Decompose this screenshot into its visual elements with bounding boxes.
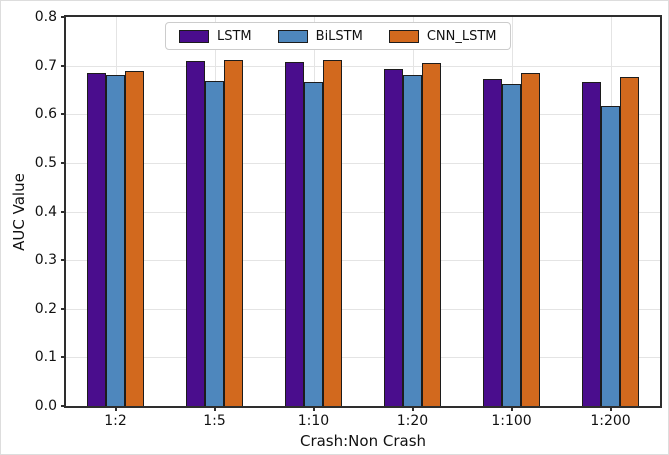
bar-cnn_lstm-1-100 bbox=[521, 73, 540, 406]
y-gridline bbox=[66, 211, 660, 213]
x-tick-label: 1:5 bbox=[203, 413, 226, 429]
legend-entry-cnn_lstm: CNN_LSTM bbox=[388, 28, 497, 44]
legend-label-lstm: LSTM bbox=[217, 28, 252, 44]
y-tick-mark bbox=[61, 16, 66, 18]
y-tick-label: 0.4 bbox=[34, 203, 57, 220]
y-tick-label: 0.3 bbox=[34, 252, 57, 269]
bar-lstm-1-10 bbox=[285, 61, 304, 406]
y-tick-mark bbox=[61, 356, 66, 359]
x-tick-label: 1:200 bbox=[590, 413, 631, 429]
x-tick-label: 1:100 bbox=[491, 413, 532, 429]
legend-entry-lstm: LSTM bbox=[179, 28, 252, 44]
y-tick-mark bbox=[61, 307, 66, 310]
bar-cnn_lstm-1-10 bbox=[323, 60, 342, 406]
bar-cnn_lstm-1-200 bbox=[620, 76, 639, 406]
x-tick-label: 1:2 bbox=[104, 413, 127, 429]
bar-lstm-1-20 bbox=[384, 69, 403, 406]
y-tick-label: 0.7 bbox=[34, 57, 57, 74]
bar-cnn_lstm-1-2 bbox=[125, 70, 144, 406]
x-axis-title: Crash:Non Crash bbox=[299, 432, 427, 450]
x-tick-mark bbox=[609, 406, 612, 411]
y-gridline bbox=[66, 357, 660, 359]
x-tick-mark bbox=[213, 406, 216, 411]
y-gridline bbox=[66, 162, 660, 164]
bar-cnn_lstm-1-5 bbox=[224, 60, 243, 406]
plot-area: AUC Value Crash:Non Crash LSTM BiLSTM CNN_… bbox=[10, 10, 662, 450]
bar-cnn_lstm-1-20 bbox=[422, 62, 441, 406]
y-tick-label: 0.2 bbox=[34, 300, 57, 317]
y-tick-label: 0.8 bbox=[34, 9, 57, 25]
y-axis-title: AUC Value bbox=[10, 172, 28, 251]
y-gridline bbox=[66, 260, 660, 262]
legend-label-bilstm: BiLSTM bbox=[315, 28, 363, 44]
legend-swatch-cnn_lstm bbox=[388, 29, 419, 43]
y-tick-label: 0.5 bbox=[34, 154, 57, 171]
legend-swatch-lstm bbox=[179, 29, 209, 43]
y-gridline bbox=[66, 308, 660, 310]
y-tick-label: 0.6 bbox=[34, 106, 57, 123]
x-tick-mark bbox=[411, 406, 414, 411]
bar-bilstm-1-5 bbox=[205, 81, 224, 406]
y-tick-mark bbox=[61, 113, 66, 116]
bar-bilstm-1-200 bbox=[601, 106, 620, 406]
bar-lstm-1-200 bbox=[582, 82, 601, 406]
bar-bilstm-1-2 bbox=[106, 75, 125, 406]
y-tick-mark bbox=[61, 210, 66, 213]
legend-swatch-bilstm bbox=[277, 29, 308, 43]
x-tick-label: 1:10 bbox=[297, 413, 330, 429]
y-tick-mark bbox=[61, 259, 66, 262]
bar-bilstm-1-10 bbox=[304, 81, 323, 406]
y-tick-label: 0.1 bbox=[34, 349, 57, 366]
legend: LSTM BiLSTM CNN_LSTM bbox=[165, 22, 511, 50]
legend-label-cnn_lstm: CNN_LSTM bbox=[426, 28, 497, 44]
y-tick-label: 0.0 bbox=[34, 398, 57, 414]
x-tick-mark bbox=[510, 406, 513, 411]
bar-bilstm-1-100 bbox=[502, 84, 521, 406]
bar-lstm-1-5 bbox=[186, 60, 205, 406]
bar-bilstm-1-20 bbox=[403, 75, 422, 406]
bar-lstm-1-100 bbox=[483, 79, 502, 406]
y-tick-mark bbox=[61, 405, 66, 407]
legend-entry-bilstm: BiLSTM bbox=[277, 28, 363, 44]
y-tick-mark bbox=[61, 161, 66, 164]
y-gridline bbox=[66, 65, 660, 67]
x-tick-label: 1:20 bbox=[396, 413, 429, 429]
y-gridline bbox=[66, 114, 660, 116]
bar-lstm-1-2 bbox=[87, 72, 106, 406]
x-tick-mark bbox=[312, 406, 315, 411]
y-tick-mark bbox=[61, 64, 66, 67]
x-tick-mark bbox=[114, 406, 117, 411]
